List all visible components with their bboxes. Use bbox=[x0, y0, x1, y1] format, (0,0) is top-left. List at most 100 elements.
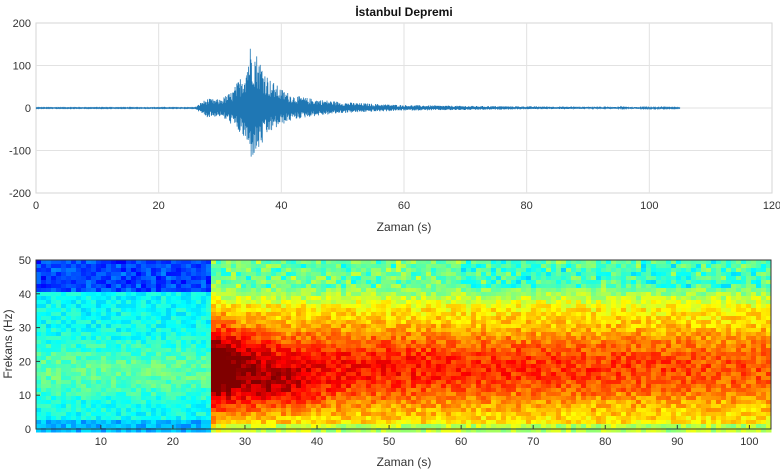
spectrogram-cell bbox=[461, 368, 467, 373]
spectrogram-cell bbox=[186, 332, 192, 337]
spectrogram-cell bbox=[46, 392, 52, 397]
spectrogram-cell bbox=[341, 316, 347, 321]
spectrogram-cell bbox=[221, 360, 227, 365]
spectrogram-cell bbox=[501, 428, 507, 433]
spectrogram-cell bbox=[471, 308, 477, 313]
spectrogram-cell bbox=[506, 344, 512, 349]
spectrogram-cell bbox=[346, 344, 352, 349]
spectrogram-cell bbox=[171, 412, 177, 417]
spectrogram-cell bbox=[541, 308, 547, 313]
spectrogram-cell bbox=[416, 276, 422, 281]
spectrogram-cell bbox=[161, 288, 167, 293]
spectrogram-cell bbox=[421, 400, 427, 405]
spectrogram-cell bbox=[336, 304, 342, 309]
spectrogram-cell bbox=[86, 376, 92, 381]
spectrogram-cell bbox=[276, 344, 282, 349]
spectrogram-cell bbox=[246, 260, 252, 265]
spectrogram-cell bbox=[591, 264, 597, 269]
spectrogram-cell bbox=[56, 280, 62, 285]
spectrogram-cell bbox=[121, 396, 127, 401]
spectrogram-cell bbox=[486, 416, 492, 421]
spectrogram-cell bbox=[56, 372, 62, 377]
spectrogram-cell bbox=[46, 420, 52, 425]
spectrogram-cell bbox=[361, 300, 367, 305]
spectrogram-cell bbox=[76, 356, 82, 361]
spectrogram-cell bbox=[451, 388, 457, 393]
spectrogram-cell bbox=[226, 344, 232, 349]
spectrogram-cell bbox=[261, 368, 267, 373]
spectrogram-cell bbox=[311, 336, 317, 341]
spectrogram-cell bbox=[231, 328, 237, 333]
spectrogram-cell bbox=[351, 268, 357, 273]
spectrogram-cell bbox=[601, 392, 607, 397]
spectrogram-cell bbox=[261, 408, 267, 413]
spectrogram-cell bbox=[611, 328, 617, 333]
spectrogram-cell bbox=[66, 304, 72, 309]
spectrogram-cell bbox=[56, 288, 62, 293]
spectrogram-cell bbox=[536, 380, 542, 385]
spectrogram-cell bbox=[526, 352, 532, 357]
spectrogram-cell bbox=[216, 428, 222, 433]
spectrogram-cell bbox=[336, 296, 342, 301]
spectrogram-cell bbox=[431, 272, 437, 277]
spectrogram-cell bbox=[411, 360, 417, 365]
spectrogram-cell bbox=[151, 352, 157, 357]
spectrogram-cell bbox=[606, 324, 612, 329]
spectrogram-cell bbox=[101, 416, 107, 421]
spectrogram-cell bbox=[541, 388, 547, 393]
spectrogram-cell bbox=[581, 324, 587, 329]
spectrogram-cell bbox=[371, 392, 377, 397]
spectrogram-cell bbox=[341, 308, 347, 313]
spectrogram-cell bbox=[241, 280, 247, 285]
spectrogram-cell bbox=[581, 368, 587, 373]
spectrogram-cell bbox=[341, 296, 347, 301]
spectrogram-cell bbox=[146, 348, 152, 353]
spectrogram-cell bbox=[411, 424, 417, 429]
spectrogram-cell bbox=[81, 320, 87, 325]
spectrogram-cell bbox=[91, 288, 97, 293]
spectrogram-cell bbox=[546, 364, 552, 369]
spectrogram-cell bbox=[216, 320, 222, 325]
spectrogram-cell bbox=[126, 380, 132, 385]
spectrogram-cell bbox=[146, 420, 152, 425]
spectrogram-cell bbox=[246, 388, 252, 393]
spectrogram-cell bbox=[276, 284, 282, 289]
spectrogram-cell bbox=[376, 324, 382, 329]
spectrogram-cell bbox=[51, 388, 57, 393]
spectrogram-cell bbox=[381, 384, 387, 389]
spectrogram-cell bbox=[436, 264, 442, 269]
spectrogram-cell bbox=[546, 276, 552, 281]
spectrogram-cell bbox=[436, 408, 442, 413]
spectrogram-cell bbox=[526, 424, 532, 429]
spectrogram-cell bbox=[521, 312, 527, 317]
spectrogram-cell bbox=[201, 328, 207, 333]
spectrogram-cell bbox=[441, 352, 447, 357]
spectrogram-cell bbox=[251, 424, 257, 429]
spectrogram-cell bbox=[401, 308, 407, 313]
spectrogram-cell bbox=[111, 396, 117, 401]
spectrogram-cell bbox=[286, 296, 292, 301]
spectrogram-cell bbox=[101, 280, 107, 285]
spectrogram-cell bbox=[526, 328, 532, 333]
spectrogram-cell bbox=[601, 288, 607, 293]
spectrogram-cell bbox=[586, 284, 592, 289]
spectrogram-cell bbox=[101, 400, 107, 405]
spectrogram-cell bbox=[301, 292, 307, 297]
spectrogram-cell bbox=[586, 324, 592, 329]
spectrogram-cell bbox=[551, 400, 557, 405]
spectrogram-cell bbox=[566, 320, 572, 325]
spectrogram-cell bbox=[166, 300, 172, 305]
spectrogram-cell bbox=[286, 288, 292, 293]
spectrogram-cell bbox=[201, 404, 207, 409]
spectrogram-cell bbox=[486, 420, 492, 425]
spectrogram-cell bbox=[186, 280, 192, 285]
spectrogram-cell bbox=[481, 344, 487, 349]
spectrogram-cell bbox=[316, 284, 322, 289]
spectrogram-cell bbox=[186, 288, 192, 293]
spectrogram-cell bbox=[101, 264, 107, 269]
spectrogram-cell bbox=[96, 296, 102, 301]
spectrogram-cell bbox=[506, 264, 512, 269]
spectrogram-cell bbox=[466, 376, 472, 381]
spectrogram-cell bbox=[121, 420, 127, 425]
spectrogram-cell bbox=[461, 424, 467, 429]
